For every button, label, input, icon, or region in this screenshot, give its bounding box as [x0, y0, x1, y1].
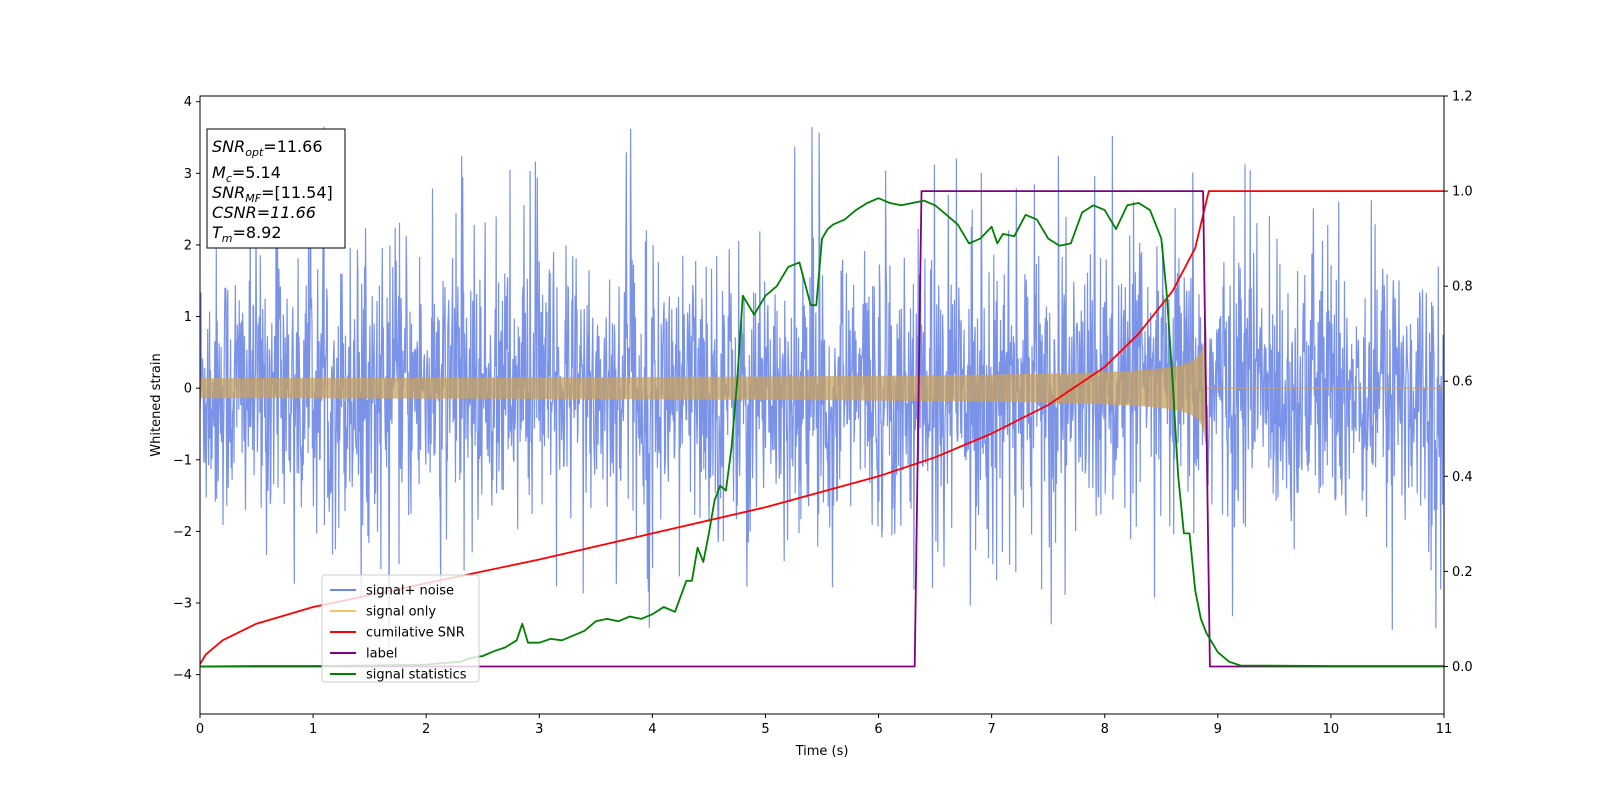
tm-value: =8.92	[233, 223, 282, 242]
y-tick-label: −4	[173, 668, 192, 683]
y2-tick-label: 0.4	[1452, 470, 1473, 485]
annotation-mc: Mc=5.14	[212, 163, 281, 185]
series-cumulative-snr	[200, 190, 1444, 665]
snr-opt-subscript: opt	[245, 146, 264, 159]
legend-label: cumilative SNR	[366, 626, 465, 641]
annotation-tm: Tm=8.92	[212, 223, 282, 245]
y2-tick-label: 0.8	[1452, 280, 1473, 295]
legend: signal+ noise signal only cumilative SNR la…	[321, 574, 480, 683]
snr-mf-value: =[11.54]	[261, 183, 333, 202]
series-layer	[200, 126, 1444, 668]
legend-label: signal only	[366, 605, 436, 620]
tm-subscript: m	[222, 232, 233, 245]
y2-tick-label: 0.2	[1452, 565, 1473, 580]
mc-symbol: M	[212, 163, 226, 182]
y2-tick-label: 1.0	[1452, 185, 1473, 200]
y-tick-label: 0	[184, 382, 192, 397]
series-label	[200, 190, 1444, 668]
tm-symbol: T	[212, 223, 223, 242]
x-tick-label: 7	[987, 722, 995, 737]
snr-mf-symbol: SNR	[212, 183, 245, 202]
snr-mf-subscript: MF	[245, 192, 261, 205]
legend-label: label	[366, 647, 397, 662]
csnr-text: CSNR=11.66	[212, 203, 316, 222]
y2-tick-label: 0.0	[1452, 660, 1473, 675]
x-tick-label: 4	[648, 722, 656, 737]
annotation-frame	[206, 128, 346, 249]
y-tick-label: −2	[173, 525, 192, 540]
y-tick-label: −3	[173, 597, 192, 612]
mc-subscript: c	[226, 172, 232, 185]
x-tick-label: 6	[874, 722, 882, 737]
x-tick-label: 3	[535, 722, 543, 737]
annotation-snr-mf: SNRMF=[11.54]	[212, 183, 333, 205]
annotation-csnr: CSNR=11.66	[212, 203, 316, 222]
legend-label: signal statistics	[366, 668, 467, 683]
x-tick-label: 1	[309, 722, 317, 737]
x-tick-label: 5	[761, 722, 769, 737]
y2-tick-label: 0.6	[1452, 375, 1473, 390]
y-tick-label: 2	[184, 238, 192, 253]
snr-opt-value: =11.66	[263, 137, 322, 156]
plot-frame	[199, 95, 1445, 715]
snr-opt-symbol: SNR	[212, 137, 245, 156]
annotation-snr-opt: SNRopt=11.66	[212, 137, 323, 159]
axes-layer: 0 1 2 3 4 5 6 7 8 9 10 11 −4 −3 −2 −1 0 1 2 3 4 0.0 0.2 0.4 0.6 0…	[173, 90, 1473, 738]
series-signal-noise	[200, 126, 1444, 648]
y-axis-title: Whitened strain	[149, 353, 164, 456]
legend-label: signal+ noise	[366, 584, 454, 599]
y-tick-label: 3	[184, 167, 192, 182]
x-tick-label: 8	[1101, 722, 1109, 737]
x-tick-label: 2	[422, 722, 430, 737]
y-tick-label: 4	[184, 95, 192, 110]
y-tick-label: 1	[184, 310, 192, 325]
legend-frame	[321, 574, 480, 683]
x-tick-label: 10	[1323, 722, 1340, 737]
x-tick-label: 0	[196, 722, 204, 737]
legend-items: signal+ noise signal only cumilative SNR la…	[330, 584, 467, 683]
series-signal-only	[200, 326, 1207, 450]
series-signal-statistics	[200, 197, 1444, 668]
x-tick-label: 11	[1436, 722, 1453, 737]
y2-tick-label: 1.2	[1452, 90, 1473, 105]
mc-value: =5.14	[232, 163, 281, 182]
x-tick-label: 9	[1214, 722, 1222, 737]
x-axis-title: Time (s)	[795, 744, 849, 759]
annotation-box: SNRopt=11.66 Mc=5.14 SNRMF=[11.54] CSNR=…	[206, 128, 346, 249]
y-tick-label: −1	[173, 453, 192, 468]
